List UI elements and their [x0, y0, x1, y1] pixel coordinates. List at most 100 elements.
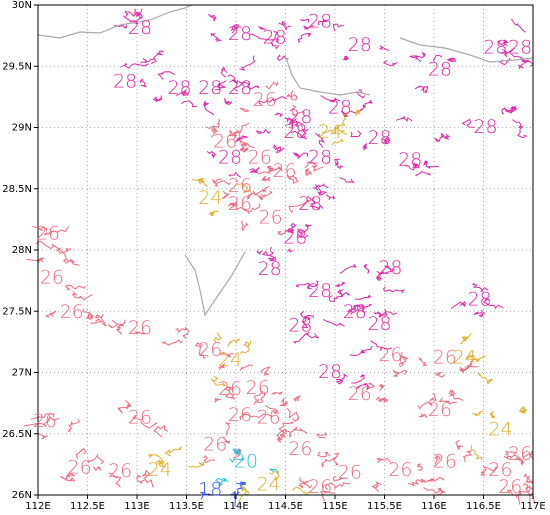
contour-line [461, 118, 475, 128]
contour-line [231, 23, 242, 34]
contour-line [297, 228, 309, 238]
contour-line [349, 345, 373, 357]
contour-line [304, 161, 324, 172]
contour-line [423, 487, 447, 496]
contour-label: 28 [318, 361, 342, 383]
contour-line [289, 425, 308, 439]
x-tick-label: 117E [520, 501, 545, 512]
contour-line [269, 246, 275, 257]
contour-line [455, 439, 463, 451]
contour-line [260, 176, 271, 182]
contour-line [43, 226, 70, 236]
contour-line [317, 19, 328, 26]
contour-line [260, 190, 273, 196]
contour-label: 26 [272, 160, 296, 182]
contour-line [325, 194, 336, 201]
contour-line [132, 414, 158, 429]
contour-line [210, 125, 218, 138]
contour-line [512, 119, 528, 139]
y-tick-label: 28N [12, 245, 32, 256]
contour-line [65, 284, 86, 291]
contour-label: 26 [67, 457, 91, 479]
contour-label: 28 [288, 106, 312, 128]
contour-line [213, 332, 222, 343]
contour-label: 28 [283, 226, 307, 248]
contour-line [432, 54, 443, 64]
contour-label: 28 [508, 36, 532, 58]
x-tick-label: 114E [223, 501, 248, 512]
contour-label: 26 [60, 301, 84, 323]
contour-label: 26 [428, 399, 452, 421]
contour-line [254, 390, 264, 402]
contour-line [378, 383, 385, 391]
contour-line [214, 397, 221, 403]
contour-label: 26 [203, 433, 227, 455]
contour-line [333, 452, 340, 466]
contour-label: 26 [433, 346, 457, 368]
contour-line [268, 468, 279, 475]
contour-line [277, 229, 295, 236]
contour-line [204, 118, 220, 129]
contour-line [136, 474, 154, 488]
contour-line [227, 74, 239, 85]
contour-line [447, 57, 456, 63]
contour-line [211, 178, 231, 187]
contour-label: 26 [508, 443, 532, 465]
contour-line [255, 128, 271, 134]
contour-line [258, 166, 283, 175]
contour-line [203, 455, 216, 464]
contour-label: 28 [343, 301, 367, 323]
contour-label: 20 [234, 450, 258, 472]
contour-line [307, 195, 324, 210]
y-tick-label: 26.5N [2, 429, 32, 440]
contour-line [222, 437, 231, 444]
contour-line [499, 57, 511, 66]
y-tick-label: 28.5N [2, 184, 32, 195]
contour-line [408, 51, 426, 63]
contour-label: 28 [328, 96, 352, 118]
contour-line [483, 298, 504, 310]
contour-line [501, 49, 508, 55]
contour-line [175, 326, 190, 340]
contour-line [325, 482, 351, 490]
contour-line [228, 171, 242, 178]
contour-line [503, 455, 513, 461]
contour-label: 24 [198, 187, 222, 209]
contour-label: 28 [398, 149, 422, 171]
contour-line [236, 481, 247, 486]
contour-line [315, 132, 326, 148]
contour-line [153, 424, 169, 438]
contour-label: 26 [348, 383, 372, 405]
contour-line [292, 332, 319, 344]
contour-label: 26 [253, 89, 277, 111]
contour-line [398, 356, 406, 368]
contour-line [337, 288, 344, 297]
contour-line [215, 477, 229, 487]
contour-line [215, 80, 227, 91]
contour-label: 24 [257, 474, 281, 496]
contour-line [82, 308, 94, 321]
contour-label: 26 [108, 460, 132, 482]
contour-line [370, 340, 392, 351]
contour-line [504, 450, 517, 455]
contour-line [254, 185, 270, 196]
contour-line [164, 446, 182, 457]
contour-line [511, 53, 530, 64]
contour-line [208, 210, 219, 217]
x-tick-label: 112E [25, 501, 50, 512]
contour-line [303, 24, 314, 30]
contour-line [418, 357, 428, 366]
contour-line [140, 58, 156, 64]
x-tick-label: 114.5E [268, 501, 303, 512]
boundary-line [184, 251, 246, 317]
contour-line [279, 397, 289, 407]
contour-line [382, 137, 391, 145]
contour-line [238, 483, 250, 503]
x-tick-label: 115.5E [367, 501, 402, 512]
contour-label: 24 [148, 459, 172, 481]
contour-line [353, 303, 373, 313]
contour-line [108, 472, 122, 488]
contour-line [284, 117, 295, 125]
contour-line [253, 391, 266, 405]
